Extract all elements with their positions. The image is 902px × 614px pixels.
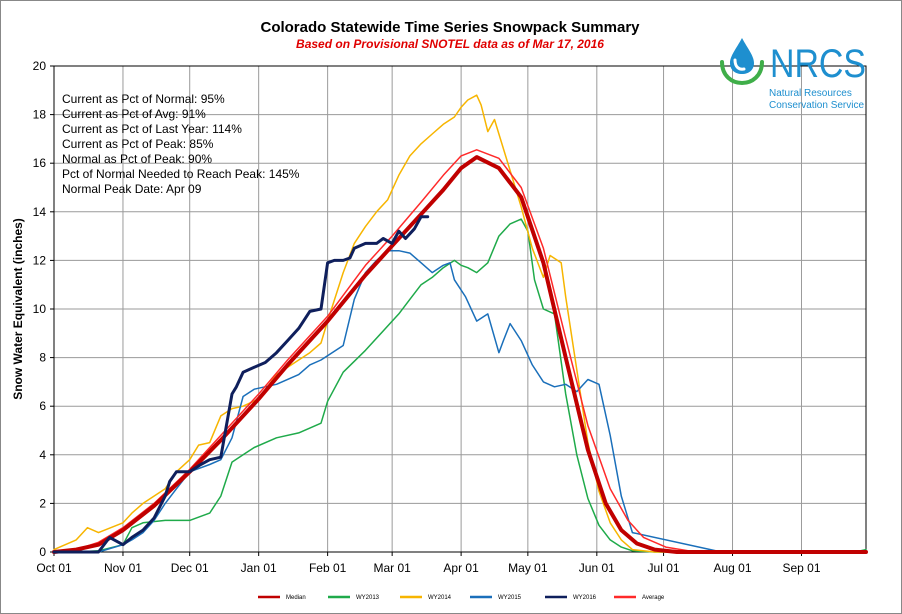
x-tick-label: Jan 01 [241, 561, 277, 575]
y-tick-label: 10 [33, 302, 47, 316]
stat-line: Normal as Pct of Peak: 90% [62, 152, 212, 166]
legend-label: WY2015 [498, 595, 522, 601]
y-tick-label: 12 [33, 253, 47, 267]
x-tick-label: Dec 01 [171, 561, 209, 575]
x-axis-ticks: Oct 01 Nov 01 Dec 01 Jan 01 Feb 01 Mar 01 Apr … [36, 552, 821, 575]
stat-line: Normal Peak Date: Apr 09 [62, 182, 202, 196]
stat-line: Pct of Normal Needed to Reach Peak: 145% [62, 167, 300, 181]
x-tick-label: Feb 01 [309, 561, 347, 575]
y-tick-label: 4 [39, 448, 46, 462]
nrcs-logo: NRCS Natural Resources Conservation Serv… [720, 38, 866, 111]
series-line-wy2013 [53, 218, 867, 553]
y-tick-label: 20 [33, 59, 47, 73]
stat-line: Current as Pct of Peak: 85% [62, 137, 214, 151]
svg-text:Natural Resources: Natural Resources [769, 88, 852, 99]
chart-subtitle: Based on Provisional SNOTEL data as of M… [296, 37, 604, 51]
x-tick-label: Aug 01 [713, 561, 751, 575]
legend-label: WY2014 [428, 595, 452, 601]
y-axis-ticks: 0 2 4 6 8 10 12 14 16 18 20 [33, 59, 54, 559]
x-tick-label: Mar 01 [373, 561, 411, 575]
y-tick-label: 18 [33, 108, 47, 122]
series-line-wy2016 [52, 215, 430, 554]
x-tick-label: Jul 01 [648, 561, 680, 575]
svg-text:NRCS: NRCS [770, 42, 866, 86]
legend-label: Median [286, 595, 306, 601]
x-tick-label: May 01 [508, 561, 548, 575]
water-drop-icon [720, 38, 764, 86]
stat-line: Current as Pct of Avg: 91% [62, 107, 206, 121]
y-tick-label: 6 [39, 399, 46, 413]
y-tick-label: 8 [39, 351, 46, 365]
y-tick-label: 0 [39, 545, 46, 559]
stat-line: Current as Pct of Normal: 95% [62, 92, 225, 106]
y-tick-label: 14 [33, 205, 47, 219]
series-line-wy2014 [53, 94, 867, 553]
legend-label: Average [642, 595, 665, 601]
series-lines [52, 94, 868, 554]
svg-text:Conservation Service: Conservation Service [769, 100, 864, 111]
y-axis-label: Snow Water Equivalent (inches) [11, 218, 25, 400]
legend-label: WY2016 [573, 595, 597, 601]
x-tick-label: Nov 01 [104, 561, 142, 575]
x-tick-label: Apr 01 [443, 561, 479, 575]
series-line-median [52, 155, 868, 554]
legend-label: WY2013 [356, 595, 380, 601]
stats-text-block: Current as Pct of Normal: 95%Current as … [62, 92, 300, 196]
y-tick-label: 2 [39, 496, 46, 510]
stat-line: Current as Pct of Last Year: 114% [62, 122, 242, 136]
legend: Median WY2013 WY2014 WY2015 WY2016 Average [258, 595, 665, 601]
y-tick-label: 16 [33, 156, 47, 170]
chart-title: Colorado Statewide Time Series Snowpack … [260, 19, 640, 36]
x-tick-label: Sep 01 [782, 561, 820, 575]
x-tick-label: Oct 01 [36, 561, 72, 575]
x-tick-label: Jun 01 [579, 561, 615, 575]
